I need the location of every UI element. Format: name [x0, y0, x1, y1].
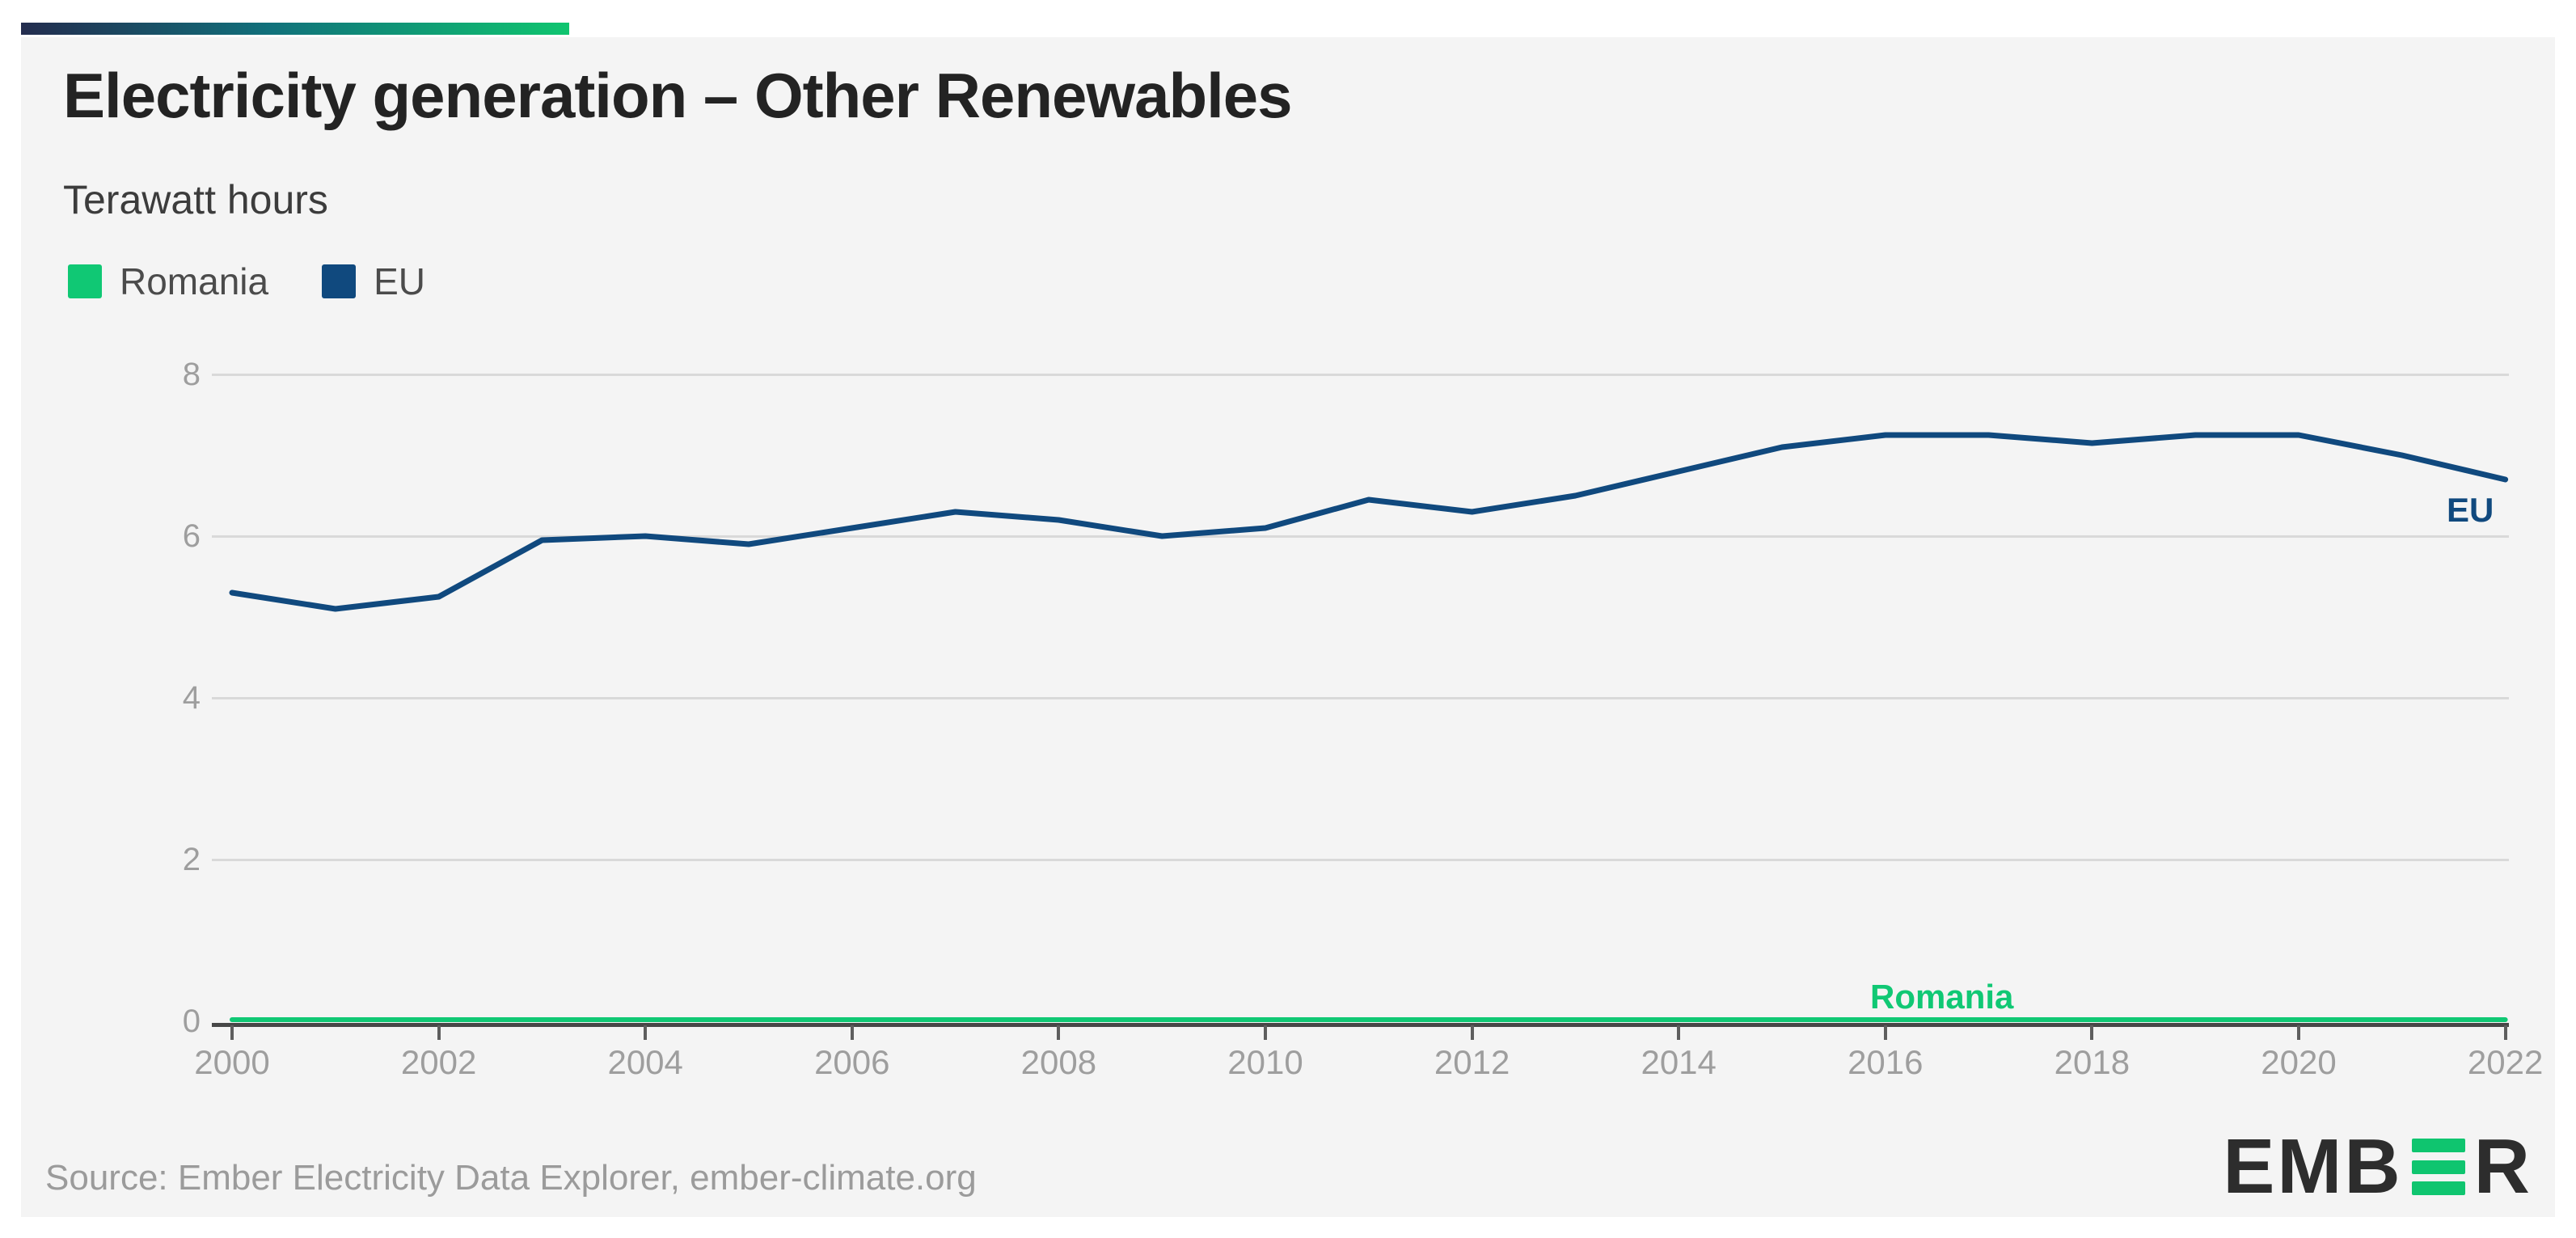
x-axis-tick-label: 2008: [1020, 1043, 1097, 1081]
page-title: Electricity generation – Other Renewable…: [63, 60, 1293, 131]
legend-swatch-eu: [322, 264, 357, 298]
legend-item-eu: EU: [322, 263, 425, 300]
x-axis-tick-label: 2000: [194, 1043, 270, 1081]
x-axis-tick-label: 2010: [1227, 1043, 1303, 1081]
eu-line-label: EU: [2447, 491, 2494, 529]
x-axis-tick: [644, 1025, 648, 1040]
chart-panel: Electricity generation – Other Renewable…: [21, 37, 2555, 1217]
x-axis-tick-label: 2002: [400, 1043, 477, 1081]
legend-label: Romania: [120, 260, 269, 302]
x-axis-line: [212, 1023, 2509, 1027]
source-note: Source: Ember Electricity Data Explorer,…: [45, 1158, 977, 1198]
plot-area: 0 2 4 6 8 2000 2002 2004 2006 2008 2010 2012 2014 20…: [21, 37, 2555, 1217]
gridline-y-8: [212, 374, 2509, 376]
legend-item-romania: Romania: [68, 263, 268, 300]
x-axis-tick: [850, 1025, 854, 1040]
x-axis-tick: [1677, 1025, 1681, 1040]
y-axis-tick-label: 8: [182, 357, 201, 392]
ember-logo-text-emb: EMB: [2223, 1123, 2403, 1210]
x-axis-tick: [230, 1025, 234, 1040]
line-chart-svg: [229, 432, 2509, 1022]
x-axis-tick: [1264, 1025, 1267, 1040]
legend-label: EU: [374, 260, 425, 302]
x-axis-tick-label: 2004: [607, 1043, 683, 1081]
ember-logo-e-icon: [2410, 1139, 2467, 1195]
x-axis-tick-label: 2022: [2467, 1043, 2544, 1081]
y-axis-tick-label: 0: [182, 1003, 201, 1039]
page-subtitle: Terawatt hours: [63, 177, 328, 222]
x-axis-tick: [2090, 1025, 2094, 1040]
gridline-y-4: [212, 697, 2509, 699]
x-axis-tick-label: 2014: [1641, 1043, 1717, 1081]
accent-gradient-bar: [21, 23, 569, 35]
x-axis-tick-label: 2018: [2054, 1043, 2130, 1081]
x-axis-tick: [1883, 1025, 1887, 1040]
romania-line-label: Romania: [1870, 978, 2014, 1016]
y-axis-tick-label: 2: [182, 842, 201, 877]
line-series-eu: [229, 432, 2509, 612]
x-axis-tick: [2297, 1025, 2300, 1040]
x-axis-tick: [437, 1025, 441, 1040]
x-axis-tick: [1470, 1025, 1474, 1040]
x-axis-tick-label: 2006: [814, 1043, 890, 1081]
x-axis-tick: [2503, 1025, 2507, 1040]
y-axis-tick-label: 6: [182, 518, 201, 554]
y-axis-tick-label: 4: [182, 680, 201, 716]
x-axis-tick: [1057, 1025, 1061, 1040]
ember-logo-text-r: R: [2473, 1123, 2532, 1210]
x-axis-tick-label: 2020: [2261, 1043, 2337, 1081]
x-axis-tick-label: 2016: [1848, 1043, 1924, 1081]
ember-logo: EMB R: [2223, 1123, 2532, 1210]
gridline-y-2: [212, 859, 2509, 861]
x-axis-tick-label: 2012: [1434, 1043, 1510, 1081]
legend: Romania EU: [68, 263, 425, 300]
gridline-y-6: [212, 535, 2509, 538]
legend-swatch-romania: [68, 264, 102, 298]
